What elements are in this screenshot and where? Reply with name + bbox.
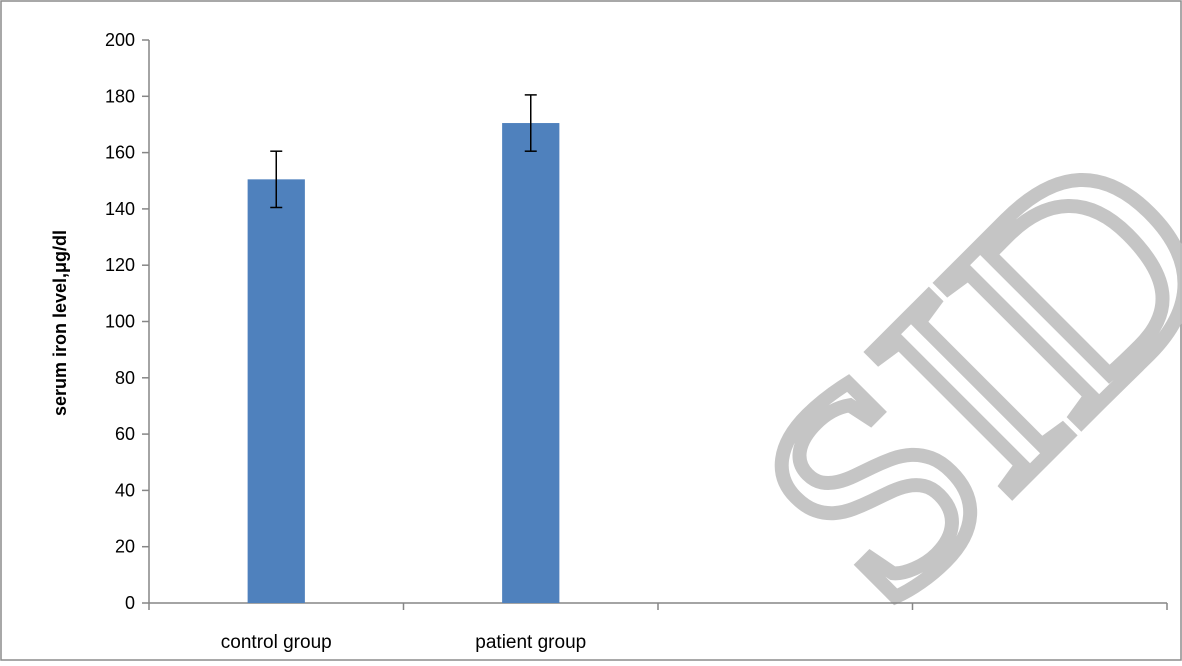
y-tick-label: 40 <box>115 480 135 500</box>
y-tick-label: 200 <box>105 30 135 50</box>
y-tick-label: 20 <box>115 537 135 557</box>
y-tick-label: 180 <box>105 86 135 106</box>
y-tick-label: 100 <box>105 312 135 332</box>
y-axis-title: serum iron level,μg/dl <box>50 230 70 416</box>
y-tick-label: 80 <box>115 368 135 388</box>
bar <box>248 179 305 603</box>
x-category-label: control group <box>221 632 332 653</box>
x-category-label: patient group <box>475 632 586 653</box>
y-tick-label: 0 <box>125 593 135 613</box>
bar <box>502 123 559 603</box>
y-tick-label: 60 <box>115 424 135 444</box>
y-tick-label: 160 <box>105 143 135 163</box>
y-tick-label: 120 <box>105 255 135 275</box>
y-tick-label: 140 <box>105 199 135 219</box>
